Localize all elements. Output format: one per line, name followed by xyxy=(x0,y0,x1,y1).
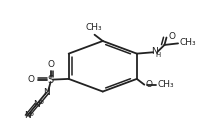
Text: N: N xyxy=(33,100,40,109)
Text: N: N xyxy=(24,111,31,120)
Text: ⊖: ⊖ xyxy=(28,112,34,117)
Text: CH₃: CH₃ xyxy=(179,39,196,47)
Text: O: O xyxy=(48,60,55,69)
Text: CH₃: CH₃ xyxy=(157,80,174,89)
Text: N: N xyxy=(152,47,158,56)
Text: O: O xyxy=(168,32,175,41)
Text: N: N xyxy=(43,88,50,97)
Text: ⊕: ⊕ xyxy=(38,100,43,105)
Text: H: H xyxy=(155,52,160,58)
Text: O: O xyxy=(145,80,152,89)
Text: S: S xyxy=(48,75,54,85)
Text: CH₃: CH₃ xyxy=(86,23,103,32)
Text: O: O xyxy=(27,75,34,84)
